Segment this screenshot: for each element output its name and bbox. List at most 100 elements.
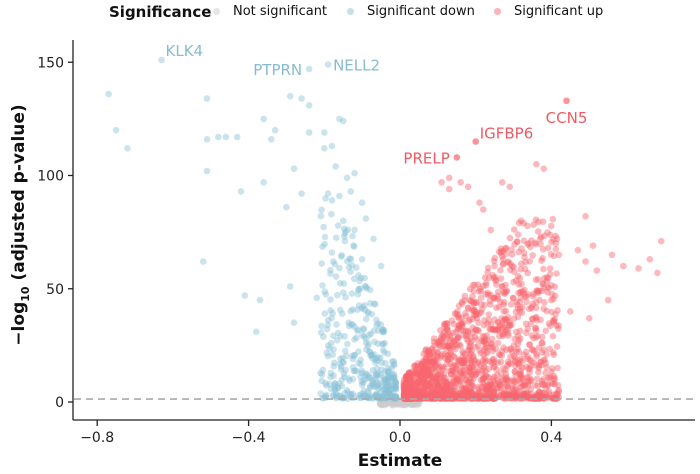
data-point [390, 361, 398, 369]
data-point [400, 401, 407, 409]
data-point [487, 381, 495, 389]
data-point [540, 305, 547, 313]
data-point [470, 375, 477, 382]
data-point [504, 393, 511, 400]
data-point [503, 346, 510, 354]
data-point [456, 392, 463, 400]
x-tick-label: −0.4 [232, 430, 266, 446]
data-point [484, 268, 492, 276]
data-point [503, 250, 510, 258]
data-point [361, 372, 369, 380]
data-point [526, 341, 533, 348]
data-point [391, 401, 398, 408]
data-point [500, 391, 507, 399]
data-point [396, 401, 403, 408]
data-point [441, 395, 449, 402]
data-point [404, 391, 412, 398]
data-point [541, 232, 548, 240]
data-point [409, 389, 417, 396]
data-point [511, 387, 518, 395]
data-point [472, 371, 480, 378]
data-point [401, 381, 409, 389]
data-point [406, 389, 414, 396]
data-point [403, 395, 410, 402]
data-point [414, 363, 422, 370]
data-point [305, 102, 313, 109]
data-point [438, 392, 446, 399]
data-point [489, 394, 496, 402]
data-point [657, 237, 665, 245]
data-point [451, 395, 458, 402]
data-point [402, 374, 410, 382]
data-point [452, 328, 460, 336]
data-point [328, 339, 335, 347]
data-point [434, 381, 441, 389]
data-point [237, 188, 245, 195]
data-point [466, 352, 474, 360]
data-point [371, 355, 379, 363]
data-point [450, 352, 458, 360]
data-point [364, 371, 371, 378]
data-point [464, 183, 472, 191]
data-point [403, 382, 410, 389]
data-point [506, 183, 514, 191]
data-point [412, 391, 420, 399]
data-point [348, 261, 356, 269]
data-point [521, 286, 528, 294]
data-point [485, 365, 493, 373]
data-point [515, 392, 523, 400]
data-point [433, 373, 441, 381]
data-point [317, 369, 324, 377]
data-point [411, 362, 419, 369]
data-point [405, 392, 413, 400]
data-point [319, 395, 326, 402]
data-point [444, 390, 452, 397]
data-point [507, 392, 515, 400]
data-point [468, 359, 475, 367]
data-point [506, 234, 514, 242]
data-point [438, 352, 445, 360]
data-point [502, 281, 509, 289]
data-point [406, 376, 414, 383]
data-point [388, 393, 395, 400]
data-point [419, 375, 427, 383]
data-point [529, 300, 537, 308]
data-point [466, 316, 474, 323]
data-point [410, 400, 418, 408]
data-point [425, 365, 432, 372]
data-point [286, 92, 294, 100]
data-point [384, 369, 392, 377]
data-point [346, 255, 353, 262]
data-point [428, 395, 436, 402]
data-point [550, 349, 557, 356]
data-point [532, 324, 540, 332]
data-point [498, 352, 506, 359]
data-point [383, 399, 391, 406]
data-point [327, 385, 335, 393]
data-point [428, 392, 436, 400]
data-point [434, 349, 441, 357]
data-point [433, 384, 441, 392]
data-point [389, 398, 396, 406]
data-point [353, 327, 361, 335]
data-point [494, 384, 502, 392]
data-point [392, 379, 399, 386]
data-point [412, 380, 419, 387]
data-point [424, 368, 432, 376]
data-point [530, 293, 537, 300]
data-point [453, 335, 461, 343]
data-point [380, 340, 387, 348]
data-point [447, 360, 454, 368]
data-point [331, 386, 339, 393]
data-point [550, 236, 557, 243]
data-point [428, 358, 436, 365]
data-point [385, 388, 393, 396]
data-point [504, 383, 512, 390]
data-point [491, 294, 498, 302]
data-point [400, 386, 408, 393]
data-point [500, 376, 507, 384]
data-point [548, 296, 555, 304]
data-point [495, 351, 503, 358]
data-point [421, 370, 429, 377]
data-point [471, 306, 478, 314]
